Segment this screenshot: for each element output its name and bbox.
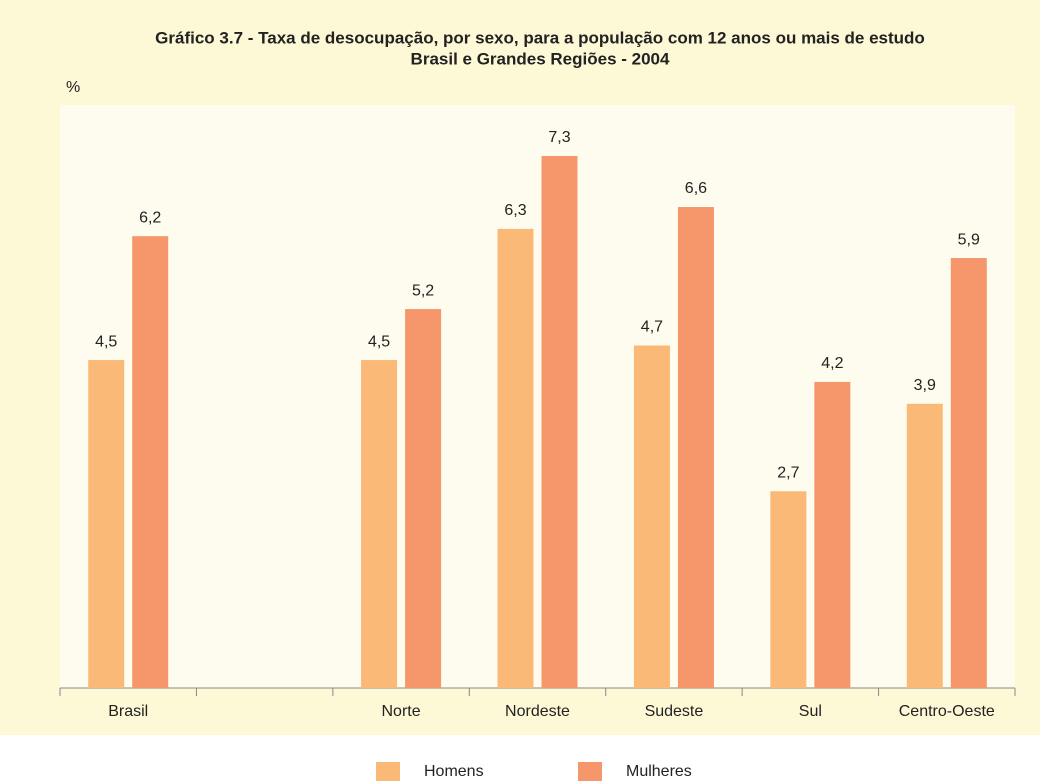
bar [88, 360, 125, 688]
x-tick-label: Centro-Oeste [899, 703, 995, 720]
bar [132, 236, 169, 689]
plot-area [60, 105, 1015, 688]
bar [633, 345, 670, 688]
bar [361, 360, 398, 688]
bar [950, 258, 987, 688]
value-label: 2,7 [777, 464, 799, 481]
bar [497, 228, 534, 688]
value-label: 4,5 [95, 333, 117, 350]
value-label: 6,3 [504, 202, 526, 219]
value-label: 3,9 [914, 377, 936, 394]
chart-subtitle: Brasil e Grandes Regiões - 2004 [411, 49, 670, 68]
value-label: 4,5 [368, 333, 390, 350]
x-tick-label: Sul [799, 703, 822, 720]
value-label: 6,2 [139, 209, 161, 226]
legend-swatch [578, 762, 602, 781]
value-label: 6,6 [685, 180, 707, 197]
value-label: 7,3 [548, 129, 570, 146]
bar [677, 207, 714, 688]
chart-title: Gráfico 3.7 - Taxa de desocupação, por s… [155, 28, 925, 47]
x-tick-label: Sudeste [645, 703, 704, 720]
bar [405, 309, 442, 688]
bar [770, 491, 807, 688]
bar [906, 403, 943, 688]
value-label: 5,9 [958, 231, 980, 248]
x-tick-label: Nordeste [505, 703, 570, 720]
bar [541, 156, 578, 688]
y-axis-label: % [66, 79, 80, 96]
legend-swatch [376, 762, 400, 781]
legend-label: Homens [424, 763, 484, 780]
legend-label: Mulheres [626, 763, 692, 780]
x-tick-label: Norte [382, 703, 421, 720]
value-label: 4,7 [641, 319, 663, 336]
value-label: 4,2 [821, 355, 843, 372]
x-tick-label: Brasil [108, 703, 148, 720]
value-label: 5,2 [412, 282, 434, 299]
bar [814, 381, 851, 688]
